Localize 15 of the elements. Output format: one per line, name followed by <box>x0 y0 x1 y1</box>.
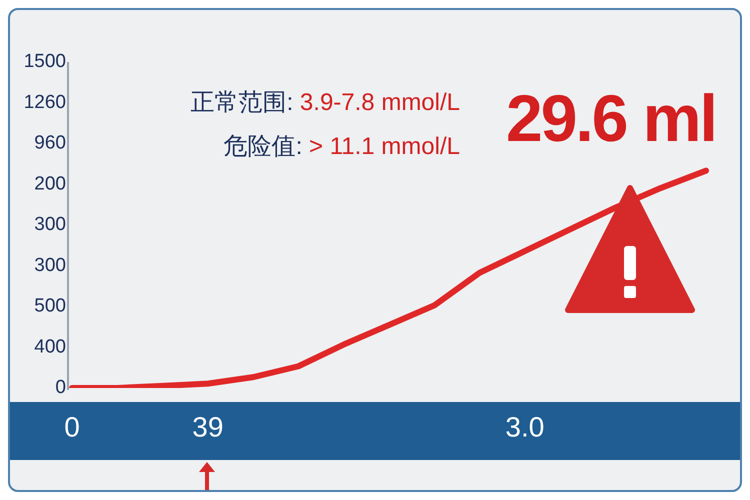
x-tick-label: 0 <box>64 412 80 443</box>
category-label: 0 <box>55 377 66 398</box>
category-label: 500 <box>34 296 66 317</box>
text: 正常范围: 3.9-7.8 mmol/L <box>190 89 460 116</box>
category-label: 200 <box>34 173 66 194</box>
category-label: 1260 <box>24 92 66 113</box>
category-label: 960 <box>34 132 66 154</box>
x-tick-label: 3.0 <box>505 412 544 443</box>
category-label: 300 <box>34 214 66 236</box>
category-label: 1500 <box>24 51 66 72</box>
text: 29.6 ml <box>506 80 716 156</box>
category-label: 300 <box>34 254 66 276</box>
x-tick-label: 39 <box>192 412 224 443</box>
text: 危险值: > 11.1 mmol/L <box>224 133 460 160</box>
category-label: 400 <box>34 336 66 358</box>
